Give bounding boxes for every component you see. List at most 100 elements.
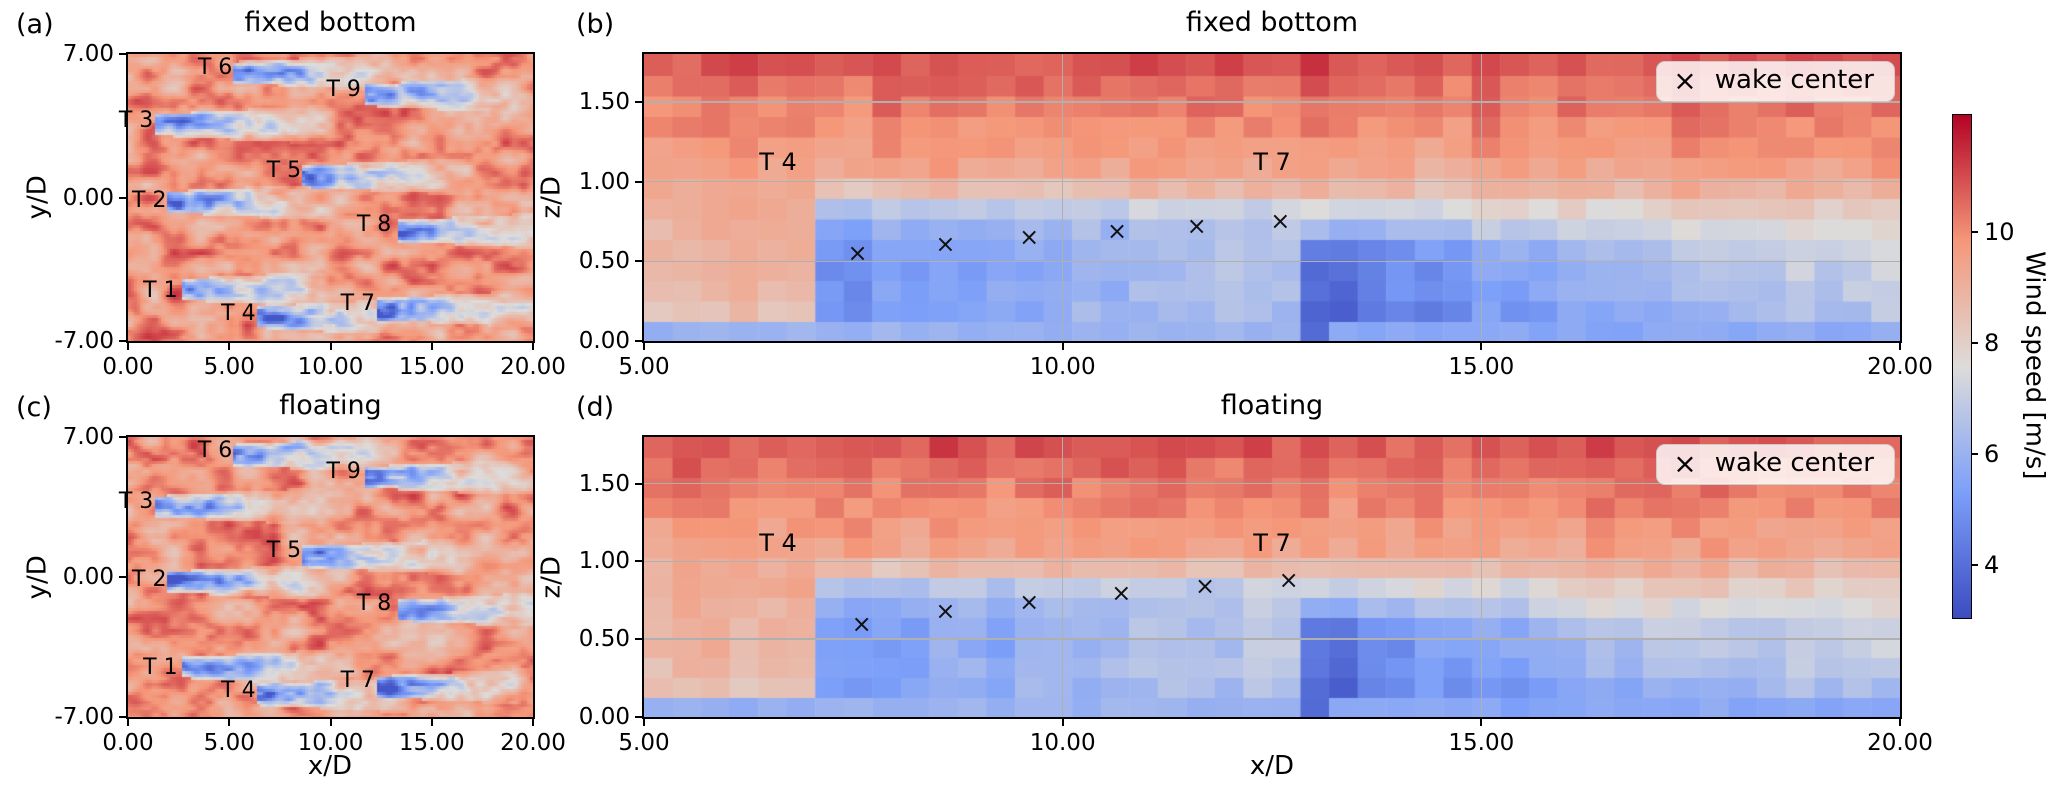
panel-d-heatmap: × wake center 5.00 10.00 15.00 20.00 0.00 0.5… xyxy=(579,435,1933,756)
panel-d-title: floating xyxy=(1220,390,1324,421)
x-tick-label: 10.00 xyxy=(297,730,364,756)
x-tick-mark xyxy=(643,717,645,726)
turbine-label: T 4 xyxy=(759,148,797,177)
colorbar: Wind speed [m/s] 10 8 6 4 xyxy=(1952,114,2067,619)
y-tick-label: 7.00 xyxy=(62,41,114,67)
panel-c-title: floating xyxy=(279,390,382,421)
turbine-label: T 4 xyxy=(221,678,256,703)
panel-a-title: fixed bottom xyxy=(244,7,417,38)
turbine-label: T 5 xyxy=(266,538,302,563)
y-axis-label-a: y/D xyxy=(22,175,53,220)
wake-center-marker: × xyxy=(851,609,872,638)
corner-label-b: (b) xyxy=(576,9,615,40)
gridline-horizontal xyxy=(644,638,1900,640)
x-tick-mark xyxy=(1480,717,1483,726)
turbine-label: T 8 xyxy=(356,591,392,616)
y-tick-label: 1.00 xyxy=(578,168,630,195)
corner-label-c: (c) xyxy=(16,392,52,423)
gridline-horizontal xyxy=(644,180,1900,183)
corner-label-d: (d) xyxy=(576,392,615,423)
y-axis-label-d: z/D xyxy=(536,556,567,599)
gridline-vertical xyxy=(1061,437,1064,717)
x-tick-mark xyxy=(532,341,534,350)
y-tick-mark xyxy=(119,576,128,578)
legend-label: wake center xyxy=(1714,65,1874,95)
x-tick-label: 5.00 xyxy=(618,354,670,380)
colorbar-gradient xyxy=(1952,114,1972,619)
x-tick-mark xyxy=(228,717,231,726)
turbine-label: T 2 xyxy=(132,187,167,213)
colorbar-tick-mark xyxy=(1971,564,1978,567)
colorbar-tick-label: 6 xyxy=(1984,440,2000,469)
wake-center-marker: × xyxy=(1111,578,1132,607)
x-tick-mark xyxy=(430,341,433,350)
wake-center-marker: × xyxy=(1186,212,1207,241)
x-axis-label-d: x/D xyxy=(1249,751,1295,781)
y-tick-label: 0.50 xyxy=(578,248,630,275)
x-tick-mark xyxy=(329,341,332,350)
x-axis-label-c: x/D xyxy=(307,751,353,781)
x-tick-mark xyxy=(127,341,129,350)
x-tick-label: 15.00 xyxy=(398,354,465,380)
turbine-label: T 5 xyxy=(266,157,302,183)
x-tick-mark xyxy=(643,341,645,350)
colorbar-tick-mark xyxy=(1971,453,1978,456)
turbine-label: T 2 xyxy=(132,567,167,592)
panel-b-title: fixed bottom xyxy=(1185,7,1359,38)
turbine-label: T 7 xyxy=(1253,148,1291,177)
colorbar-tick-label: 10 xyxy=(1984,217,2015,246)
y-axis-label-c: y/D xyxy=(22,555,53,600)
x-tick-mark xyxy=(1899,341,1901,350)
turbine-label: T 4 xyxy=(759,528,797,557)
y-tick-label: -7.00 xyxy=(54,704,114,730)
y-tick-mark xyxy=(119,340,128,342)
wake-center-marker: × xyxy=(1270,207,1291,236)
gridline-horizontal xyxy=(644,101,1900,103)
y-tick-label: 0.00 xyxy=(578,328,630,354)
wake-center-marker: × xyxy=(935,229,956,258)
x-tick-label: 0.00 xyxy=(102,730,154,756)
wake-center-marker-icon: × xyxy=(1673,63,1697,97)
x-tick-label: 5.00 xyxy=(203,354,255,380)
x-tick-label: 20.00 xyxy=(500,730,566,756)
x-tick-mark xyxy=(1061,717,1064,726)
turbine-label: T 6 xyxy=(197,55,233,81)
y-tick-mark xyxy=(119,436,128,438)
turbine-label: T 1 xyxy=(143,277,178,303)
x-tick-mark xyxy=(228,341,231,350)
y-tick-mark xyxy=(635,100,644,103)
turbine-label: T 8 xyxy=(356,212,392,238)
wake-center-marker-icon: × xyxy=(1673,446,1697,480)
colorbar-label: Wind speed [m/s] xyxy=(2019,251,2050,480)
legend-box-d: × wake center xyxy=(1656,444,1895,486)
turbine-label: T 6 xyxy=(197,438,233,463)
gridline-vertical xyxy=(1061,54,1064,341)
colorbar-tick-mark xyxy=(1971,341,1978,344)
x-tick-label: 10.00 xyxy=(297,354,364,380)
x-tick-label: 20.00 xyxy=(500,354,566,380)
y-tick-mark xyxy=(635,716,644,718)
gridline-vertical xyxy=(1480,54,1483,341)
y-tick-mark xyxy=(635,560,644,563)
y-tick-mark xyxy=(635,340,644,342)
turbine-label: T 3 xyxy=(118,107,154,133)
gridline-vertical xyxy=(1480,437,1483,717)
wake-center-marker: × xyxy=(1194,572,1216,601)
y-tick-label: 0.50 xyxy=(578,626,630,653)
x-tick-label: 15.00 xyxy=(1448,730,1515,756)
x-tick-label: 5.00 xyxy=(203,730,255,756)
y-tick-label: 0.00 xyxy=(62,184,114,211)
x-tick-mark xyxy=(329,717,332,726)
turbine-label: T 1 xyxy=(143,655,178,680)
gridline-horizontal xyxy=(644,260,1900,263)
x-tick-label: 10.00 xyxy=(1029,354,1096,380)
y-tick-label: 1.00 xyxy=(578,548,630,575)
x-tick-mark xyxy=(430,717,433,726)
wake-center-marker: × xyxy=(1019,587,1040,616)
corner-label-a: (a) xyxy=(16,9,54,40)
y-axis-label-b: z/D xyxy=(536,176,567,219)
y-tick-mark xyxy=(119,716,128,718)
